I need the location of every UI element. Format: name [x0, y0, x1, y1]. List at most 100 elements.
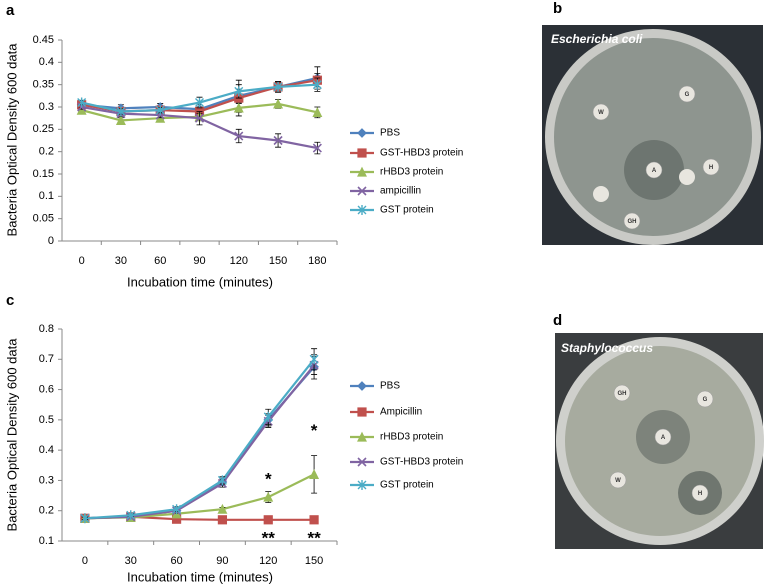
disk	[702, 158, 720, 176]
legend-marker	[357, 407, 367, 417]
x-tick-label: 60	[154, 255, 166, 267]
x-tick-label: 30	[125, 555, 137, 567]
legend-label: PBS	[380, 128, 400, 139]
legend-label: GST protein	[380, 205, 434, 216]
legend-label: rHBD3 protein	[380, 432, 443, 443]
marker	[172, 504, 182, 515]
x-tick-label: 0	[79, 255, 85, 267]
x-tick-label: 120	[259, 555, 277, 567]
marker	[234, 86, 244, 97]
photo: Escherichia coli	[542, 25, 763, 245]
photo-label: Escherichia coli	[551, 32, 643, 46]
y-tick-label: 0.3	[39, 101, 54, 113]
marker	[126, 510, 136, 521]
disk-label: H	[709, 165, 713, 171]
disk-label: G	[703, 397, 708, 403]
panel-label: a	[6, 2, 15, 19]
y-tick-label: 0.05	[33, 213, 54, 225]
legend-label: GST protein	[380, 480, 434, 491]
legend-label: rHBD3 protein	[380, 167, 443, 178]
legend-label: Ampicillin	[380, 407, 422, 418]
disk-label: GH	[618, 391, 627, 397]
disk	[696, 390, 714, 408]
y-tick-label: 0.4	[39, 56, 54, 68]
series-line	[84, 364, 315, 520]
marker	[217, 475, 227, 486]
marker	[217, 503, 228, 514]
annotation: **	[307, 528, 321, 547]
marker	[217, 515, 228, 525]
marker	[273, 98, 284, 109]
y-tick-label: 0.15	[33, 168, 54, 180]
legend-marker	[357, 205, 367, 215]
legend-label: PBS	[380, 381, 400, 392]
annotation: **	[262, 528, 276, 547]
legend-marker	[357, 457, 367, 467]
plate-agar	[554, 38, 752, 236]
marker	[77, 97, 87, 108]
disk	[678, 85, 696, 103]
disk-label: W	[598, 110, 604, 116]
disk-label: G	[685, 92, 690, 98]
x-tick-label: 150	[305, 555, 323, 567]
marker	[273, 81, 283, 92]
marker	[115, 115, 126, 126]
disk-label: A	[652, 168, 657, 174]
panel-label: b	[553, 0, 562, 17]
disk	[613, 384, 631, 402]
disk-label: GH	[628, 219, 637, 225]
legend-label: ampicillin	[380, 186, 421, 197]
marker	[155, 105, 165, 116]
y-tick-label: 0.25	[33, 123, 54, 135]
disk-label: A	[661, 435, 666, 441]
disk	[593, 186, 609, 202]
marker	[312, 79, 322, 90]
marker	[309, 469, 320, 479]
disk	[691, 484, 709, 502]
legend-marker	[357, 431, 367, 442]
annotation: *	[265, 470, 272, 489]
x-tick-label: 120	[230, 255, 248, 267]
marker	[116, 106, 126, 117]
annotation: *	[311, 421, 318, 440]
disk	[654, 428, 672, 446]
y-axis-title: Bacteria Optical Density 600 data	[4, 43, 19, 237]
marker	[273, 135, 283, 146]
y-tick-label: 0.35	[33, 79, 54, 91]
disk-label: H	[698, 491, 702, 497]
y-tick-label: 0.2	[39, 505, 54, 517]
marker	[309, 515, 319, 525]
x-axis-title: Incubation time (minutes)	[127, 569, 273, 584]
y-tick-label: 0.7	[39, 353, 54, 365]
disk	[645, 161, 663, 179]
series-line	[84, 358, 315, 520]
legend-marker	[357, 381, 367, 391]
marker	[233, 102, 244, 113]
x-tick-label: 150	[269, 255, 287, 267]
y-tick-label: 0.8	[39, 323, 54, 335]
y-tick-label: 0.6	[39, 383, 54, 395]
disk	[623, 212, 641, 230]
marker	[263, 515, 273, 525]
legend-marker	[357, 128, 367, 138]
x-tick-label: 180	[308, 255, 326, 267]
legend-marker	[357, 148, 367, 158]
marker	[234, 131, 244, 141]
disk	[592, 103, 610, 121]
marker	[312, 143, 322, 153]
panel-label: d	[553, 312, 562, 329]
y-tick-label: 0.3	[39, 474, 54, 486]
panel-label: c	[6, 292, 14, 309]
disk	[609, 471, 627, 489]
photo-label: Staphylococcus	[561, 341, 653, 355]
marker	[80, 513, 90, 524]
x-tick-label: 60	[170, 555, 182, 567]
x-axis-title: Incubation time (minutes)	[127, 274, 273, 289]
legend-label: GST-HBD3 protein	[380, 457, 463, 468]
disk	[679, 169, 695, 185]
y-tick-label: 0.2	[39, 146, 54, 158]
marker	[263, 411, 273, 422]
x-tick-label: 90	[193, 255, 205, 267]
y-tick-label: 0.45	[33, 34, 54, 46]
